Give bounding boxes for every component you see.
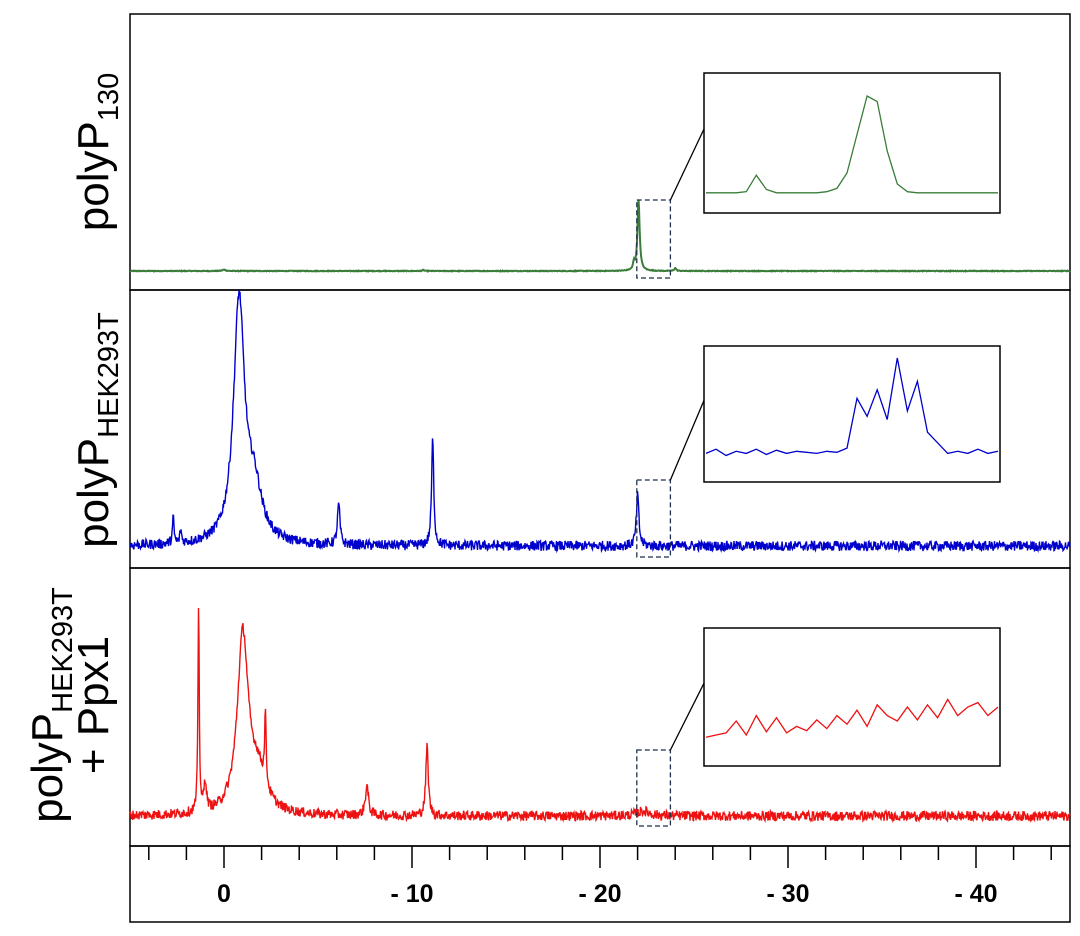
panel-label-3-main: polyP <box>23 713 72 823</box>
spectrum-polyP130 <box>129 199 1071 274</box>
zoom-region-box-2 <box>636 479 672 558</box>
inset-frame-1 <box>703 72 1001 214</box>
inset-trace-polyP130 <box>706 95 998 194</box>
inset-connector-1 <box>669 128 705 201</box>
panel-label-1: polyP130 <box>69 73 125 231</box>
inset-frame-2 <box>703 345 1001 483</box>
spectrum-polyPHEK293T <box>129 290 1071 554</box>
svg-text:polyP130: polyP130 <box>69 73 125 231</box>
panel-label-3: polyPHEK293T <box>23 587 79 823</box>
inset-trace-polyPHEK293T+Ppx1 <box>705 698 999 738</box>
panel-label-2-sub: HEK293T <box>93 312 125 438</box>
x-tick-label: - 40 <box>954 880 997 908</box>
insets-group <box>636 72 1001 827</box>
inset-connector-2 <box>669 400 705 481</box>
panel-label-1-sub: 130 <box>93 73 125 121</box>
panel-label-3-line2: + Ppx1 <box>69 636 118 774</box>
svg-text:polyPHEK293T: polyPHEK293T <box>69 312 125 548</box>
inset-connector-3 <box>669 682 705 751</box>
inset-frame-3 <box>703 627 1001 767</box>
panel-label-3-sub: HEK293T <box>47 587 79 713</box>
inset-trace-polyPHEK293T <box>705 357 999 457</box>
x-tick-label: - 20 <box>578 880 621 908</box>
panel-label-1-main: polyP <box>69 121 118 231</box>
zoom-region-box-1 <box>636 199 672 279</box>
svg-text:polyPHEK293T: polyPHEK293T <box>23 587 79 823</box>
x-tick-label: 0 <box>217 880 231 908</box>
x-tick-label: - 30 <box>766 880 809 908</box>
panel-label-2: polyPHEK293T <box>69 312 125 548</box>
zoom-region-box-3 <box>636 749 672 827</box>
panel-label-2-main: polyP <box>69 438 118 548</box>
spectra-group <box>129 199 1071 824</box>
x-tick-label: - 10 <box>390 880 433 908</box>
spectrum-polyPHEK293T+Ppx1 <box>129 607 1071 824</box>
panel-label-3-ppx1: + Ppx1 <box>69 636 118 774</box>
x-axis: 0 - 10 - 20 - 30 - 40 <box>148 846 1052 908</box>
